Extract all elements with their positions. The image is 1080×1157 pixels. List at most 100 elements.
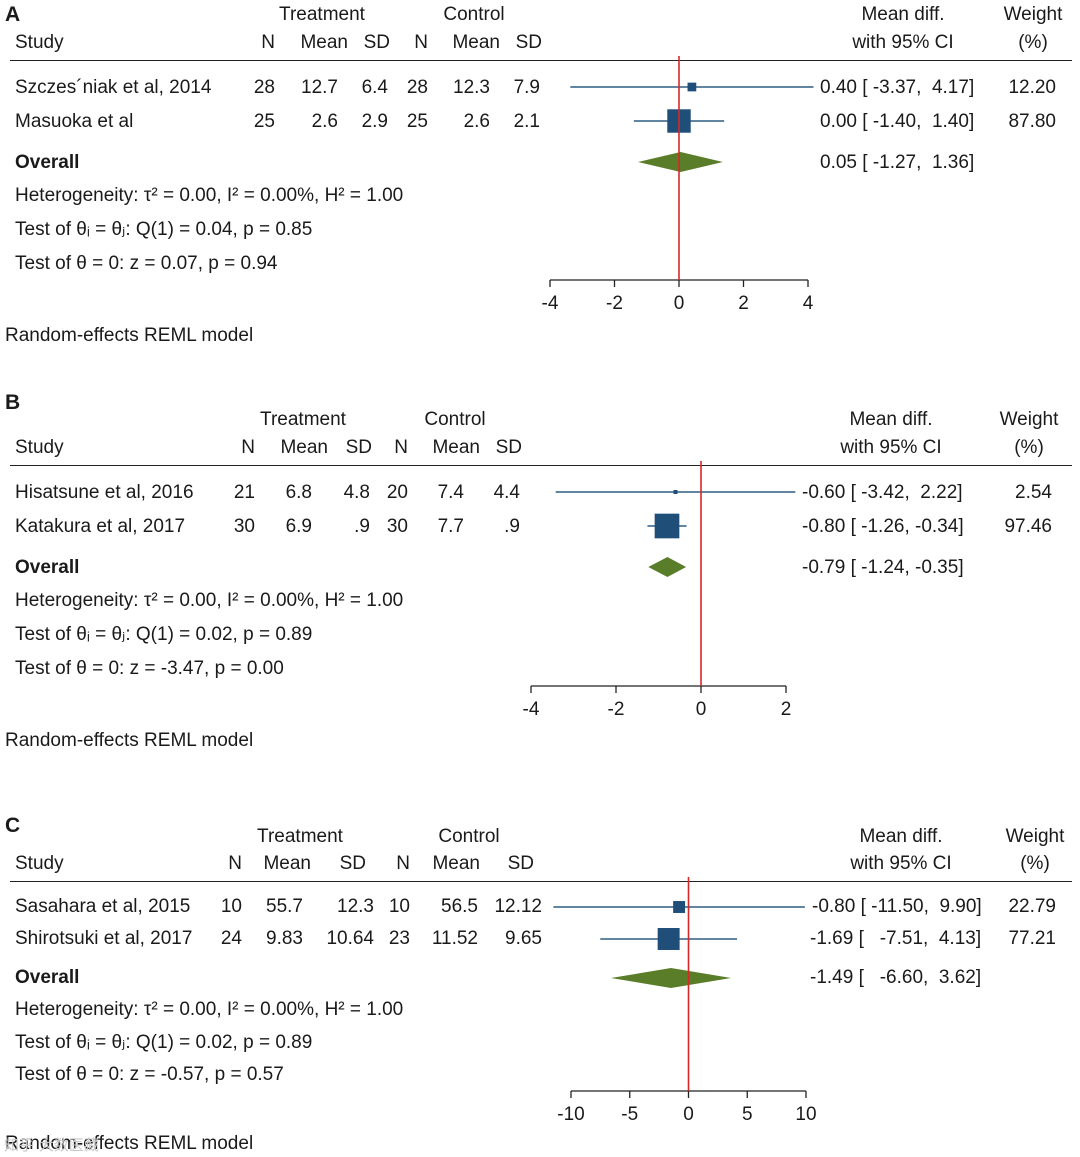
x-tick-label: 4: [803, 293, 814, 314]
weight-header-line2: (%): [1020, 853, 1050, 874]
col-t-sd: SD: [339, 853, 366, 874]
panel-a: A Treatment Control Mean diff. Weight St…: [0, 0, 1080, 360]
treatment-header: Treatment: [257, 826, 343, 847]
c-n: 10: [388, 896, 410, 917]
weight-header-line2: (%): [1018, 32, 1048, 53]
col-c-mean: Mean: [432, 853, 480, 874]
c-sd: 2.1: [513, 111, 540, 132]
t-mean: 55.7: [266, 896, 303, 917]
effect-test: Test of θ = 0: z = -3.47, p = 0.00: [15, 658, 284, 679]
col-t-n: N: [261, 32, 275, 53]
overall-label: Overall: [15, 967, 80, 988]
x-tick-label: -5: [621, 1104, 638, 1125]
treatment-header: Treatment: [279, 4, 365, 25]
study-marker: [657, 928, 680, 950]
x-tick-label: 5: [742, 1104, 753, 1125]
effect-test: Test of θ = 0: z = 0.07, p = 0.94: [15, 253, 278, 274]
ci-header-line1: Mean diff.: [859, 826, 943, 847]
col-t-n: N: [241, 437, 255, 458]
model-note: Random-effects REML model: [5, 325, 254, 346]
c-mean: 12.3: [453, 77, 490, 98]
effect-test: Test of θ = 0: z = -0.57, p = 0.57: [15, 1064, 284, 1085]
overall-ci-text: -0.79 [ -1.24, -0.35]: [802, 557, 964, 578]
control-header: Control: [438, 826, 500, 847]
col-t-mean: Mean: [263, 853, 311, 874]
overall-diamond: [638, 152, 723, 172]
col-c-sd: SD: [495, 437, 522, 458]
x-tick-label: 0: [696, 699, 707, 720]
c-n: 25: [406, 111, 428, 132]
panel-letter: A: [5, 3, 21, 26]
col-t-n: N: [228, 853, 242, 874]
weight-value: 87.80: [1008, 111, 1056, 132]
col-c-mean: Mean: [432, 437, 480, 458]
ci-text: -0.80 [ -11.50, 9.90]: [812, 896, 982, 917]
weight-header-line2: (%): [1014, 437, 1044, 458]
c-n: 23: [388, 928, 410, 949]
c-n: 28: [406, 77, 428, 98]
t-sd: 4.8: [343, 482, 370, 503]
homogeneity-test: Test of θᵢ = θⱼ: Q(1) = 0.02, p = 0.89: [15, 1032, 313, 1053]
overall-ci-text: -1.49 [ -6.60, 3.62]: [810, 967, 982, 988]
study-marker: [687, 82, 697, 92]
ci-header-line1: Mean diff.: [861, 4, 945, 25]
x-tick-label: 0: [683, 1104, 694, 1125]
overall-label: Overall: [15, 557, 80, 578]
ci-text: 0.00 [ -1.40, 1.40]: [820, 111, 975, 132]
homogeneity-test: Test of θᵢ = θⱼ: Q(1) = 0.02, p = 0.89: [15, 624, 313, 645]
col-c-n: N: [394, 437, 408, 458]
weight-header-line1: Weight: [1005, 826, 1065, 847]
panel-c: C Treatment Control Mean diff. Weight St…: [0, 815, 1080, 1157]
header-rule: [10, 881, 1072, 882]
t-sd: 10.64: [326, 928, 374, 949]
x-tick-label: 2: [781, 699, 792, 720]
col-t-sd: SD: [363, 32, 390, 53]
forest-plot-b: -4 -2 0 2: [523, 461, 796, 720]
panel-b: B Treatment Control Mean diff. Weight St…: [0, 391, 1080, 765]
t-n: 21: [233, 482, 255, 503]
ci-header-line2: with 95% CI: [850, 853, 952, 874]
control-header: Control: [424, 409, 486, 430]
x-tick-label: -4: [542, 293, 559, 314]
t-sd: .9: [354, 516, 370, 537]
c-mean: 56.5: [441, 896, 478, 917]
col-t-mean: Mean: [280, 437, 328, 458]
c-n: 20: [386, 482, 408, 503]
c-mean: 11.52: [431, 928, 478, 949]
col-t-mean: Mean: [300, 32, 348, 53]
x-tick-label: -2: [606, 293, 623, 314]
t-sd: 6.4: [361, 77, 388, 98]
c-mean: 7.4: [437, 482, 464, 503]
overall-diamond: [648, 557, 687, 577]
c-sd: 12.12: [494, 896, 542, 917]
col-study: Study: [15, 853, 64, 874]
t-mean: 2.6: [311, 111, 338, 132]
x-tick-label: 2: [738, 293, 749, 314]
weight-header-line1: Weight: [1003, 4, 1063, 25]
t-mean: 9.83: [266, 928, 303, 949]
model-note: Random-effects REML model: [5, 730, 254, 751]
study-name: Sasahara et al, 2015: [15, 896, 191, 917]
x-tick-label: -10: [557, 1104, 584, 1125]
x-tick-label: -2: [608, 699, 625, 720]
col-c-n: N: [414, 32, 428, 53]
col-c-n: N: [396, 853, 410, 874]
study-name: Masuoka et al: [15, 111, 134, 132]
forest-plot-c: -10 -5 0 5 10: [553, 877, 817, 1125]
col-c-sd: SD: [515, 32, 542, 53]
study-name: Szczes´niak et al, 2014: [15, 77, 212, 98]
heterogeneity-stat: Heterogeneity: τ² = 0.00, I² = 0.00%, H²…: [15, 185, 404, 206]
c-mean: 2.6: [463, 111, 490, 132]
study-name: Shirotsuki et al, 2017: [15, 928, 193, 949]
homogeneity-test: Test of θᵢ = θⱼ: Q(1) = 0.04, p = 0.85: [15, 219, 313, 240]
overall-ci-text: 0.05 [ -1.27, 1.36]: [820, 152, 975, 173]
study-marker: [654, 513, 680, 539]
ci-text: -0.80 [ -1.26, -0.34]: [802, 516, 964, 537]
model-note: Random-effects REML model: [5, 1133, 254, 1154]
weight-value: 77.21: [1008, 928, 1056, 949]
weight-header-line1: Weight: [999, 409, 1059, 430]
t-mean: 6.8: [285, 482, 312, 503]
x-tick-label: 10: [795, 1104, 816, 1125]
t-n: 24: [220, 928, 242, 949]
panel-letter: B: [5, 391, 21, 414]
